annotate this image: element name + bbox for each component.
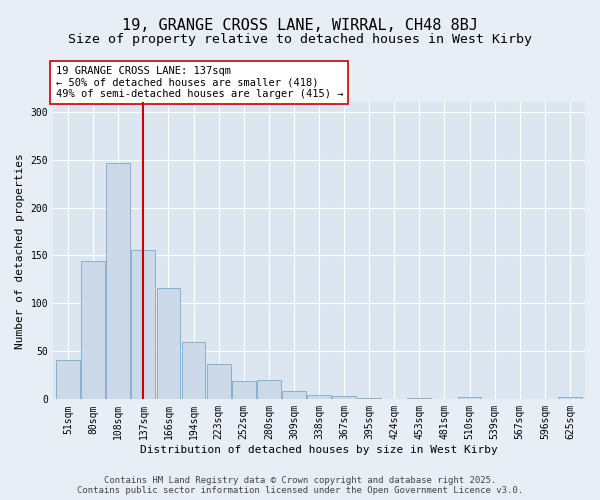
Text: 19, GRANGE CROSS LANE, WIRRAL, CH48 8BJ: 19, GRANGE CROSS LANE, WIRRAL, CH48 8BJ — [122, 18, 478, 32]
Bar — [106, 164, 130, 400]
X-axis label: Distribution of detached houses by size in West Kirby: Distribution of detached houses by size … — [140, 445, 498, 455]
Bar — [458, 398, 481, 400]
Bar — [407, 398, 431, 400]
Bar — [207, 364, 230, 400]
Bar — [182, 342, 205, 400]
Bar — [257, 380, 281, 400]
Bar — [332, 396, 356, 400]
Bar — [81, 261, 105, 400]
Text: Contains HM Land Registry data © Crown copyright and database right 2025.
Contai: Contains HM Land Registry data © Crown c… — [77, 476, 523, 495]
Text: Size of property relative to detached houses in West Kirby: Size of property relative to detached ho… — [68, 32, 532, 46]
Text: 19 GRANGE CROSS LANE: 137sqm
← 50% of detached houses are smaller (418)
49% of s: 19 GRANGE CROSS LANE: 137sqm ← 50% of de… — [56, 66, 343, 99]
Bar — [282, 390, 306, 400]
Bar — [357, 398, 381, 400]
Y-axis label: Number of detached properties: Number of detached properties — [15, 153, 25, 348]
Bar — [232, 381, 256, 400]
Bar — [157, 288, 181, 400]
Bar — [307, 394, 331, 400]
Bar — [56, 360, 80, 400]
Bar — [131, 250, 155, 400]
Bar — [558, 398, 582, 400]
